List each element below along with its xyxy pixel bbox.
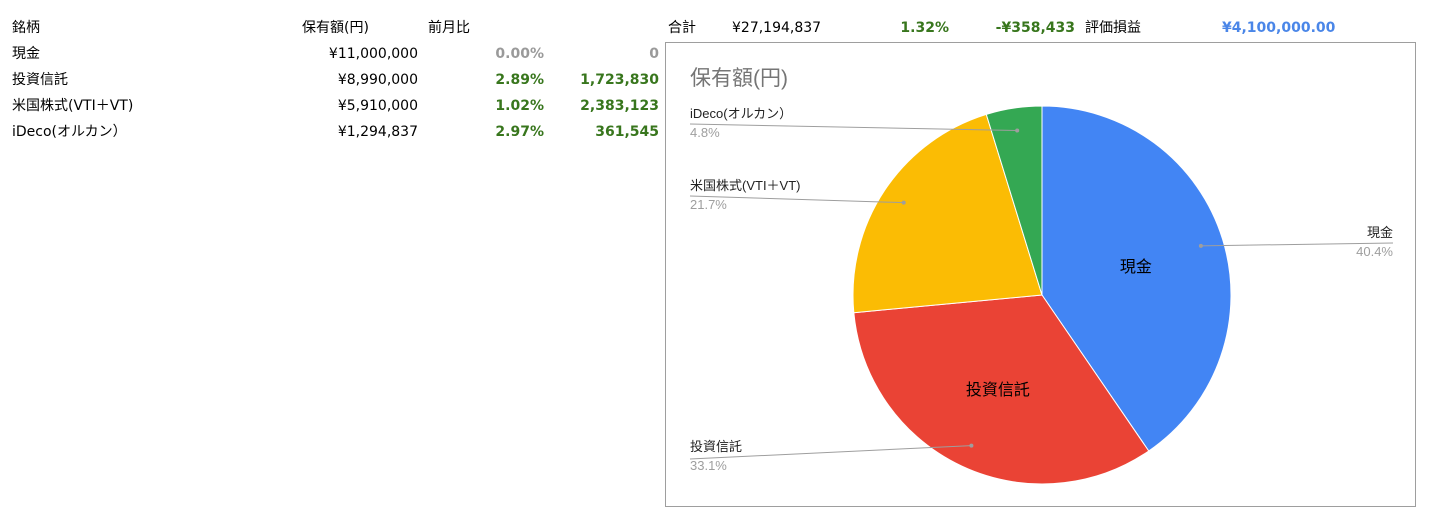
callout-label-1: 投資信託 [690, 439, 742, 454]
row-us-change: 2,383,123 [580, 98, 659, 114]
callout-percent-3: 4.8% [690, 125, 720, 140]
callout-dot-3 [1015, 128, 1020, 133]
header-name: 銘柄 [12, 20, 40, 36]
callout-label-0: 現金 [1367, 225, 1393, 240]
callout-label-2: 米国株式(VTI＋VT) [690, 178, 801, 193]
total-value: ¥27,194,837 [732, 20, 822, 36]
row-us-name: 米国株式(VTI＋VT) [12, 98, 134, 114]
row-ideco-change: 361,545 [595, 124, 659, 140]
pie-slice-2[interactable] [852, 113, 1043, 314]
row-cash-holding: ¥11,000,000 [328, 46, 418, 62]
pie-callouts: 現金 40.4% 投資信託 33.1% 米国株式(VTI＋VT) 21.7% iDeco(オ… [689, 106, 1394, 473]
total-label: 合計 [668, 20, 696, 36]
row-fund-change: 1,723,830 [580, 72, 659, 88]
callout-line-0 [1200, 242, 1394, 247]
pie-slice-0[interactable] [1041, 105, 1232, 452]
total-pct: 1.32% [900, 20, 949, 36]
row-fund-name: 投資信託 [12, 72, 68, 88]
callout-percent-1: 33.1% [690, 458, 727, 473]
row-ideco-name: iDeco(オルカン） [12, 124, 127, 140]
callout-line-3 [689, 123, 1018, 132]
gain-value: ¥4,100,000.00 [1222, 20, 1336, 36]
gain-label: 評価損益 [1085, 20, 1141, 36]
total-change: -¥358,433 [995, 20, 1075, 36]
row-ideco-holding: ¥1,294,837 [337, 124, 418, 140]
callout-dot-0 [1198, 243, 1203, 248]
row-fund-holding: ¥8,990,000 [337, 72, 418, 88]
callout-dot-1 [969, 443, 974, 448]
chart-title: 保有額(円) [690, 67, 788, 90]
callout-percent-0: 40.4% [1356, 244, 1393, 259]
pie-slice-inside-label-1: 投資信託 [966, 381, 1030, 399]
row-cash-change: 0 [649, 46, 659, 62]
header-mom: 前月比 [428, 20, 470, 36]
callout-line-2 [689, 195, 904, 204]
row-us-holding: ¥5,910,000 [337, 98, 418, 114]
row-fund-pct: 2.89% [495, 72, 544, 88]
pie-chart[interactable]: 保有額(円) 現金投資信託 現金 40.4% 投資信託 33.1% 米国株式(VTI＋V… [665, 42, 1416, 507]
row-us-pct: 1.02% [495, 98, 544, 114]
pie-slice-inside-label-0: 現金 [1120, 258, 1152, 276]
callout-percent-2: 21.7% [690, 197, 727, 212]
row-ideco-pct: 2.97% [495, 124, 544, 140]
header-holding: 保有額(円) [302, 20, 369, 36]
callout-line-1 [689, 445, 972, 460]
pie-slice-1[interactable] [853, 294, 1150, 485]
callout-dot-2 [901, 200, 906, 205]
row-cash-pct: 0.00% [495, 46, 544, 62]
pie-slice-3[interactable] [985, 105, 1043, 296]
callout-label-3: iDeco(オルカン） [690, 106, 792, 121]
row-cash-name: 現金 [12, 46, 40, 62]
